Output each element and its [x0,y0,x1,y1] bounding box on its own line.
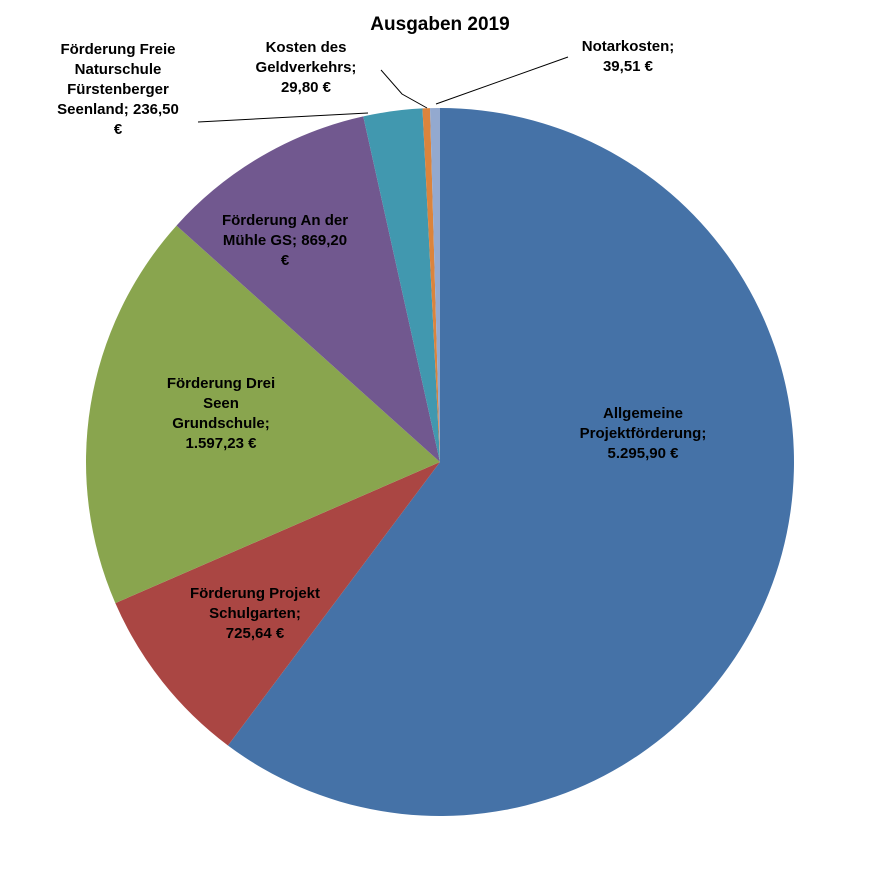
slice-label-line: Naturschule [75,61,162,78]
slice-label-line: Geldverkehrs; [256,59,357,76]
slice-label-line: Kosten des [266,39,347,56]
leader-line-5 [197,112,369,123]
slice-label-line: € [281,252,290,269]
slice-label-2: Förderung Projekt Schulgarten; 725,64 € [190,585,320,642]
slice-label-line: 29,80 € [281,79,332,96]
leader-line-6 [380,69,428,109]
pie-slice-6 [422,108,440,462]
slice-labels: Allgemeine Projektförderung; 5.295,90 € För… [57,38,706,642]
slice-label-1: Allgemeine Projektförderung; 5.295,90 € [580,405,707,462]
chart-title: Ausgaben 2019 [370,14,509,35]
slice-label-line: Schulgarten; [209,605,301,622]
slice-label-line: 39,51 € [603,58,654,75]
slice-label-line: Grundschule; [172,415,270,432]
slice-label-line: 5.295,90 € [608,445,680,462]
pie-slice-3 [86,225,440,604]
pie-slice-4 [176,116,440,463]
slice-label-7: Notarkosten; 39,51 € [582,38,675,75]
slice-label-line: Förderung Freie [60,41,175,58]
slice-label-line: 1.597,23 € [186,435,258,452]
slice-label-line: Mühle GS; 869,20 [223,232,347,249]
slice-label-line: Förderung Drei [167,375,275,392]
slice-label-4: Förderung An der Mühle GS; 869,20 € [222,212,348,269]
slice-label-3: Förderung Drei Seen Grundschule; 1.597,23 € [167,375,275,452]
pie-slice-5 [363,108,440,463]
pie-slice-1 [227,108,794,816]
pie-slices [86,108,794,816]
slice-label-6: Kosten des Geldverkehrs; 29,80 € [256,39,357,96]
slice-label-line: Fürstenberger [67,81,169,98]
pie-slice-2 [115,462,440,746]
slice-label-5: Förderung Freie Naturschule Fürstenberger S… [57,41,179,138]
slice-label-line: Projektförderung; [580,425,707,442]
slice-label-line: Seen [203,395,239,412]
leader-lines [197,56,569,123]
slice-label-line: 725,64 € [226,625,285,642]
slice-label-line: Allgemeine [603,405,683,422]
slice-label-line: € [114,121,123,138]
slice-label-line: Förderung Projekt [190,585,320,602]
slice-label-line: Notarkosten; [582,38,675,55]
pie-slice-7 [430,108,440,462]
slice-label-line: Seenland; 236,50 [57,101,179,118]
slice-label-line: Förderung An der [222,212,348,229]
leader-line-7 [435,56,569,105]
